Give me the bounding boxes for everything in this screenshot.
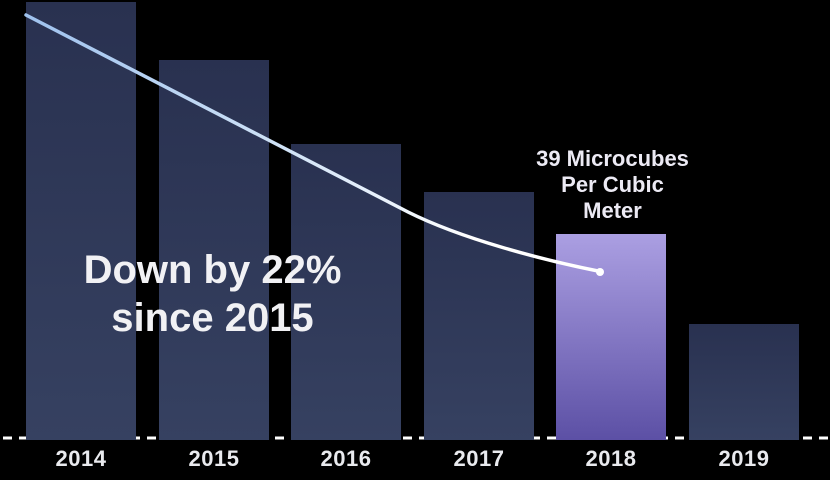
annotation-down-by-22-percent: Down by 22% since 2015 (83, 248, 342, 340)
bar-2019 (689, 324, 799, 440)
axis-label-2016: 2016 (320, 446, 372, 471)
axis-label-2015: 2015 (188, 446, 240, 471)
axis-label-2019: 2019 (718, 446, 770, 471)
axis-label-2018: 2018 (585, 446, 637, 471)
axis-label-2017: 2017 (453, 446, 505, 471)
axis-label-2014: 2014 (55, 446, 107, 471)
highlight-value-label: 39 Microcubes Per Cubic Meter (536, 146, 689, 223)
